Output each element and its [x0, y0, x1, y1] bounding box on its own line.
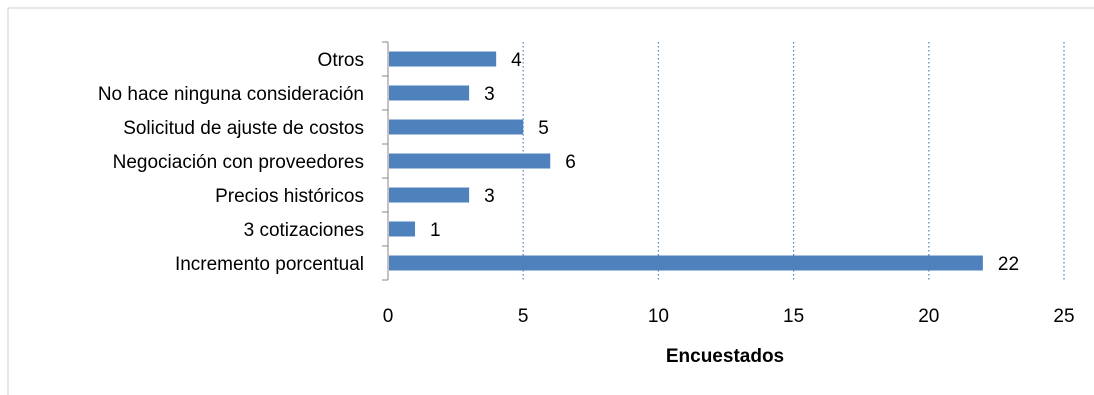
- value-label: 5: [538, 118, 549, 139]
- x-tick-label: 10: [648, 306, 669, 327]
- bar-6: [389, 221, 416, 237]
- axes: [382, 41, 389, 281]
- bar-4: [389, 153, 551, 169]
- category-label: Solicitud de ajuste de costos: [123, 118, 364, 139]
- category-label: Otros: [318, 50, 364, 71]
- x-tick-label: 5: [518, 306, 529, 327]
- bar-7: [389, 255, 983, 271]
- value-label: 3: [484, 186, 495, 207]
- value-label: 6: [565, 152, 576, 173]
- category-label: No hace ninguna consideración: [98, 84, 364, 105]
- category-label: Incremento porcentual: [175, 254, 364, 275]
- bar-2: [389, 85, 470, 101]
- bar-5: [389, 187, 470, 203]
- x-tick-label: 0: [383, 306, 394, 327]
- x-tick-label: 20: [918, 306, 939, 327]
- value-label: 1: [430, 220, 441, 241]
- value-label: 22: [998, 254, 1019, 275]
- x-tick-label: 15: [783, 306, 804, 327]
- value-label: 3: [484, 84, 495, 105]
- category-label: 3 cotizaciones: [244, 220, 364, 241]
- bars: [389, 51, 983, 271]
- bar-3: [389, 119, 524, 135]
- category-label: Negociación con proveedores: [113, 152, 364, 173]
- category-label: Precios históricos: [215, 186, 364, 207]
- bar-1: [389, 51, 497, 67]
- gridlines: [522, 42, 1065, 280]
- value-label: 4: [511, 50, 522, 71]
- x-axis-title: Encuestados: [666, 346, 784, 367]
- labels: Otros 4 No hace ninguna consideración 3 Soli…: [98, 50, 1075, 327]
- chart-border: [7, 7, 1094, 395]
- x-tick-label: 25: [1053, 306, 1074, 327]
